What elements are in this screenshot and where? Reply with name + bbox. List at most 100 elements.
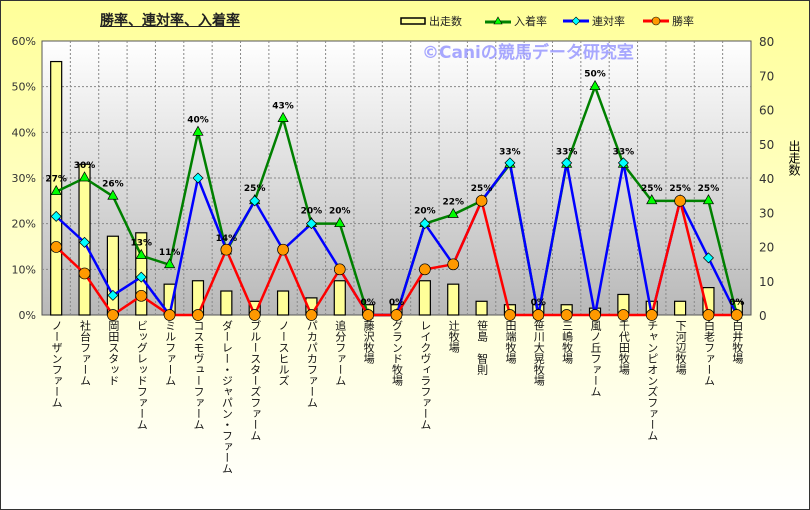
place-rate-data-label: 50% bbox=[584, 70, 606, 80]
legend-label: 入着率 bbox=[514, 15, 547, 28]
place-rate-data-label: 43% bbox=[272, 102, 294, 112]
x-tick-label: グランド牧場 bbox=[390, 320, 404, 386]
x-tick-label: 追分ファーム bbox=[333, 320, 347, 386]
quinella-rate-point bbox=[702, 252, 714, 264]
place-rate-data-label: 22% bbox=[442, 198, 464, 208]
left-tick-label: 20% bbox=[12, 218, 36, 231]
place-rate-data-label: 20% bbox=[301, 207, 323, 217]
right-tick-label: 10 bbox=[759, 275, 774, 289]
x-tick-label: 社台ファーム bbox=[78, 320, 92, 386]
place-rate-point bbox=[334, 216, 346, 228]
place-rate-point bbox=[107, 189, 119, 200]
win-rate-point bbox=[305, 309, 318, 321]
win-rate-point bbox=[390, 309, 403, 321]
x-tick-label: ノースヒルズ bbox=[277, 320, 291, 386]
x-tick-label: 白老ファーム bbox=[702, 320, 716, 386]
quinella-rate-point bbox=[107, 289, 119, 301]
x-tick-label: ノーザンファーム bbox=[50, 320, 64, 408]
win-rate-point bbox=[419, 263, 431, 276]
place-rate-data-label: 20% bbox=[329, 207, 351, 217]
right-tick-label: 70 bbox=[759, 69, 774, 83]
right-tick-label: 80 bbox=[759, 35, 774, 49]
runs-bar bbox=[673, 300, 687, 316]
quinella-rate-point bbox=[617, 157, 629, 169]
runs-bar bbox=[276, 290, 290, 316]
x-tick-label: パカパカファーム bbox=[305, 320, 319, 408]
runs-bar bbox=[106, 235, 120, 316]
win-rate-point bbox=[504, 309, 516, 321]
place-rate-point bbox=[277, 111, 289, 122]
win-rate-point bbox=[163, 309, 176, 321]
left-tick-label: 60% bbox=[12, 35, 36, 48]
runs-bar bbox=[220, 290, 233, 316]
place-rate-point bbox=[447, 207, 459, 218]
quinella-rate-point bbox=[249, 195, 261, 207]
legend-item-runs: 出走数 bbox=[400, 13, 462, 29]
legend-item-win-rate: 勝率 bbox=[643, 13, 694, 29]
x-tick-label: ミルファーム bbox=[163, 320, 177, 386]
left-tick-label: 30% bbox=[12, 172, 36, 185]
place-rate-point bbox=[589, 79, 601, 91]
place-rate-data-label: 0% bbox=[729, 298, 744, 308]
left-tick-label: 0% bbox=[19, 309, 36, 322]
place-rate-point bbox=[646, 194, 658, 205]
quinella-rate-point bbox=[135, 271, 147, 283]
x-tick-label: チャンピオンズファーム bbox=[645, 320, 659, 441]
place-rate-data-label: 11% bbox=[159, 248, 181, 258]
legend-item-quinella-rate: 連対率 bbox=[563, 13, 625, 29]
x-tick-label: 田端牧場 bbox=[503, 320, 517, 364]
triangle-marker-icon bbox=[485, 16, 511, 25]
x-tick-label: レイクヴィラファーム bbox=[418, 320, 432, 430]
legend-label: 勝率 bbox=[672, 15, 694, 28]
place-rate-point bbox=[78, 171, 91, 182]
win-rate-point bbox=[560, 309, 573, 321]
win-rate-point bbox=[50, 241, 63, 253]
quinella-rate-point bbox=[561, 157, 573, 169]
quinella-rate-point bbox=[305, 218, 317, 230]
place-rate-data-label: 30% bbox=[74, 161, 96, 171]
legend-label: 出走数 bbox=[429, 15, 462, 28]
win-rate-point bbox=[730, 309, 743, 321]
watermark: ©Caniの競馬データ研究室 bbox=[422, 43, 634, 63]
win-rate-point bbox=[617, 309, 630, 321]
runs-bar bbox=[475, 300, 488, 316]
place-rate-data-label: 25% bbox=[471, 184, 493, 194]
win-rate-point bbox=[447, 258, 460, 271]
quinella-rate-point bbox=[192, 172, 204, 184]
place-rate-point bbox=[50, 184, 62, 196]
place-rate-point bbox=[164, 258, 176, 269]
x-tick-label: ブルースターズファーム bbox=[248, 320, 262, 441]
win-rate-point bbox=[192, 309, 204, 321]
bar-swatch-icon bbox=[400, 17, 426, 25]
x-tick-label: 辻牧場 bbox=[447, 320, 461, 353]
place-rate-data-label: 25% bbox=[669, 184, 691, 194]
right-axis-title: 出走数 bbox=[787, 140, 801, 176]
place-rate-data-label: 33% bbox=[499, 147, 521, 157]
runs-bar bbox=[333, 280, 346, 316]
place-rate-point bbox=[135, 248, 147, 259]
win-rate-point bbox=[248, 309, 261, 321]
left-tick-label: 40% bbox=[12, 126, 36, 139]
quinella-rate-point bbox=[504, 157, 516, 169]
x-tick-label: 白井牧場 bbox=[730, 320, 744, 364]
place-rate-data-label: 0% bbox=[389, 298, 404, 308]
place-rate-data-label: 40% bbox=[187, 115, 209, 125]
win-rate-point bbox=[674, 194, 686, 207]
place-rate-data-label: 14% bbox=[216, 234, 238, 244]
place-rate-point bbox=[192, 125, 204, 136]
win-rate-point bbox=[277, 243, 289, 256]
place-rate-point bbox=[702, 194, 715, 205]
place-rate-data-label: 27% bbox=[45, 175, 67, 185]
win-rate-point bbox=[107, 309, 119, 321]
place-rate-data-label: 33% bbox=[613, 147, 635, 157]
win-rate-point bbox=[220, 243, 233, 256]
win-rate-point bbox=[475, 194, 488, 207]
win-rate-point bbox=[135, 289, 148, 302]
x-tick-label: コスモヴューファーム bbox=[191, 320, 205, 430]
place-rate-data-label: 26% bbox=[102, 179, 124, 189]
left-tick-label: 50% bbox=[12, 81, 36, 94]
right-tick-label: 20 bbox=[759, 241, 774, 255]
left-tick-label: 10% bbox=[12, 263, 36, 276]
chart-title: 勝率、連対率、入着率 bbox=[100, 13, 240, 29]
